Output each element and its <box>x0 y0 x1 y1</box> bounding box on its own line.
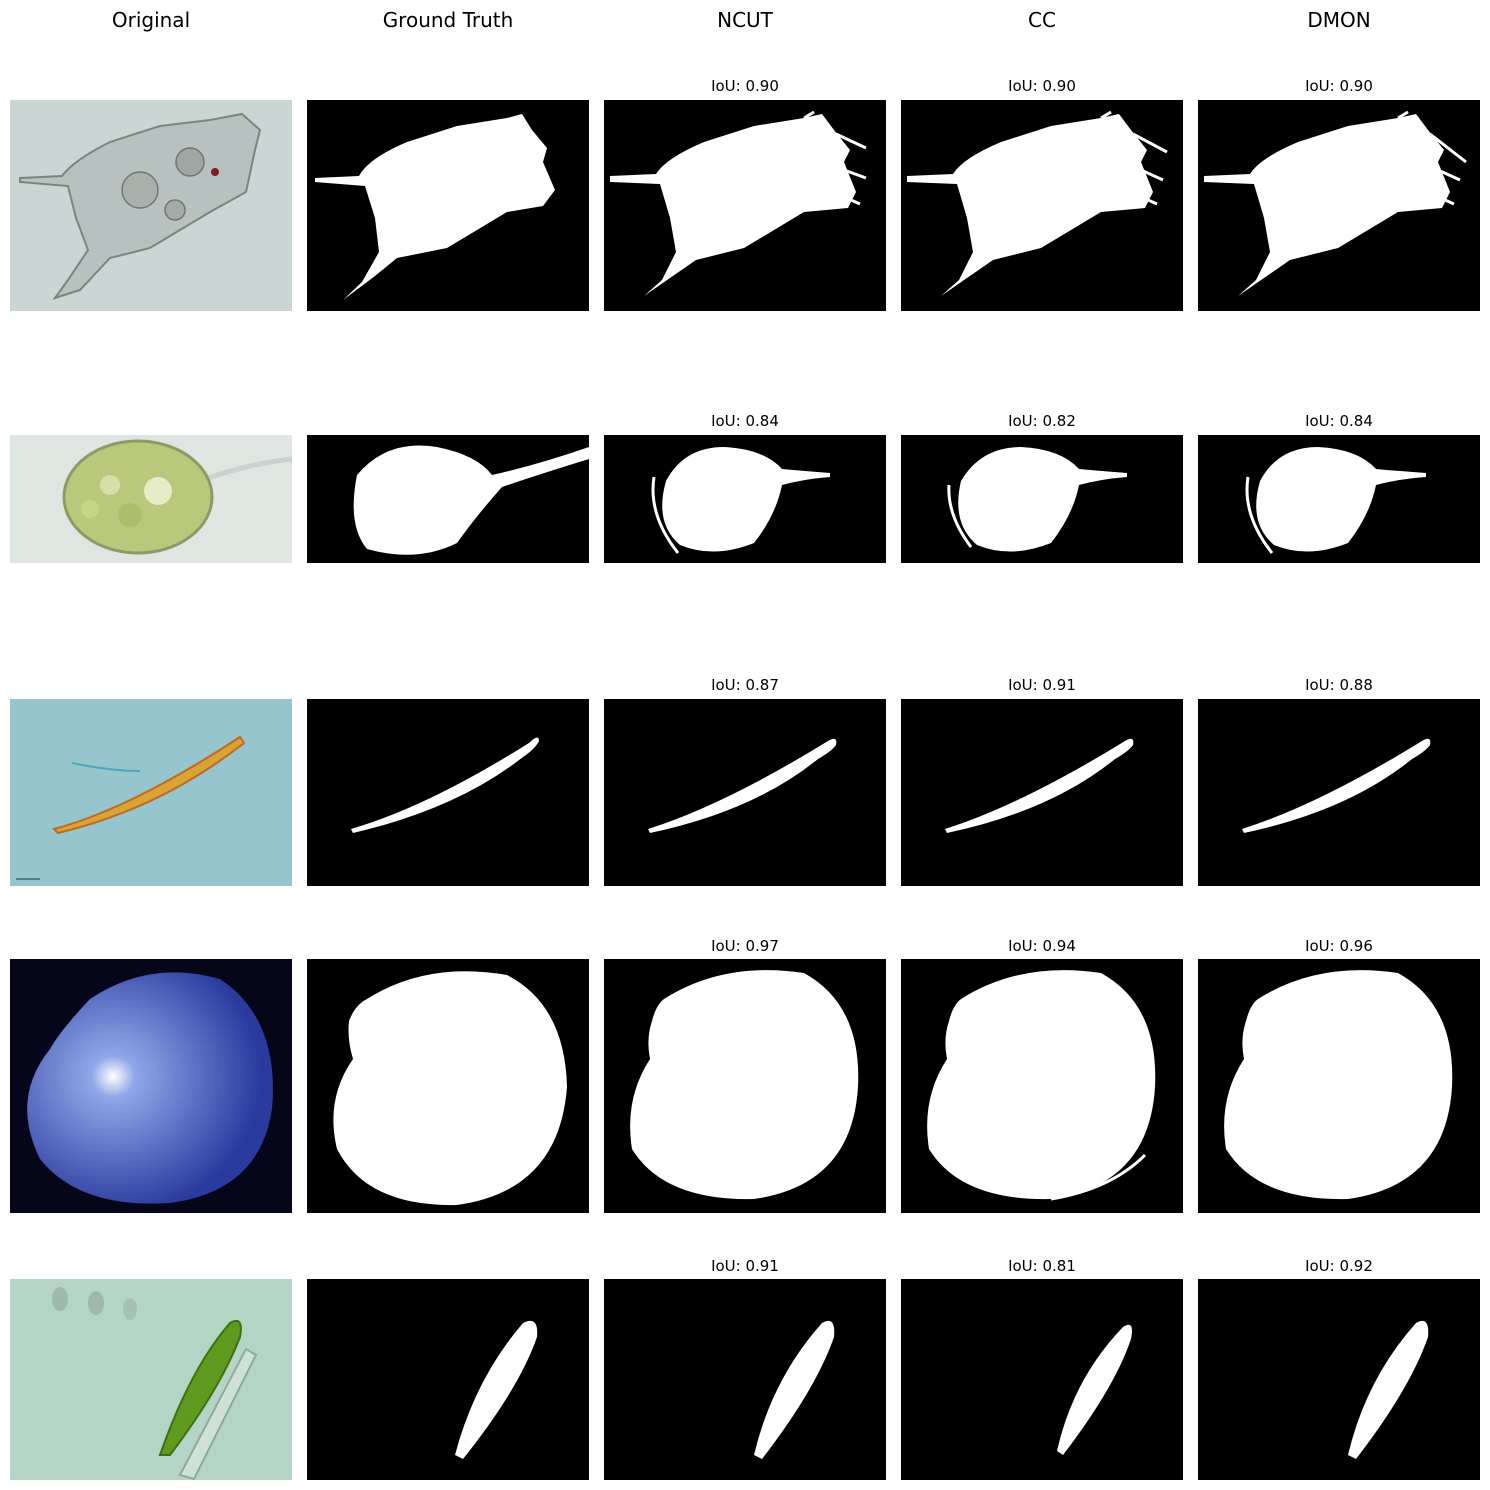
iou-label-row5-ncut: IoU: 0.91 <box>711 1257 779 1275</box>
cc-mask-row4 <box>901 959 1183 1213</box>
ground-truth-mask-row1 <box>307 100 589 311</box>
cc-mask-row2 <box>901 435 1183 563</box>
col-header-cc: CC <box>1028 8 1056 32</box>
cc-mask-row1 <box>901 100 1183 311</box>
ncut-mask-row3 <box>604 699 886 886</box>
dmon-mask-row2 <box>1198 435 1480 563</box>
iou-label-row4-cc: IoU: 0.94 <box>1008 937 1076 955</box>
dmon-mask-row5 <box>1198 1279 1480 1480</box>
original-image-row4 <box>10 959 292 1213</box>
dmon-mask-row1 <box>1198 100 1480 311</box>
ncut-mask-row4 <box>604 959 886 1213</box>
original-image-row1 <box>10 100 292 311</box>
ncut-mask-row1 <box>604 100 886 311</box>
iou-label-row1-cc: IoU: 0.90 <box>1008 77 1076 95</box>
ground-truth-mask-row4 <box>307 959 589 1213</box>
iou-label-row4-ncut: IoU: 0.97 <box>711 937 779 955</box>
ncut-mask-row5 <box>604 1279 886 1480</box>
iou-label-row3-cc: IoU: 0.91 <box>1008 676 1076 694</box>
iou-label-row4-dmon: IoU: 0.96 <box>1305 937 1373 955</box>
iou-label-row2-cc: IoU: 0.82 <box>1008 412 1076 430</box>
ground-truth-mask-row5 <box>307 1279 589 1480</box>
ground-truth-mask-row2 <box>307 435 589 563</box>
cc-mask-row5 <box>901 1279 1183 1480</box>
original-image-row5 <box>10 1279 292 1480</box>
ground-truth-mask-row3 <box>307 699 589 886</box>
col-header-ncut: NCUT <box>717 8 773 32</box>
cc-mask-row3 <box>901 699 1183 886</box>
iou-label-row3-ncut: IoU: 0.87 <box>711 676 779 694</box>
iou-label-row2-dmon: IoU: 0.84 <box>1305 412 1373 430</box>
iou-label-row5-dmon: IoU: 0.92 <box>1305 1257 1373 1275</box>
iou-label-row1-dmon: IoU: 0.90 <box>1305 77 1373 95</box>
original-image-row3 <box>10 699 292 886</box>
iou-label-row2-ncut: IoU: 0.84 <box>711 412 779 430</box>
iou-label-row1-ncut: IoU: 0.90 <box>711 77 779 95</box>
iou-label-row5-cc: IoU: 0.81 <box>1008 1257 1076 1275</box>
col-header-original: Original <box>111 8 191 32</box>
ncut-mask-row2 <box>604 435 886 563</box>
original-image-row2 <box>10 435 292 563</box>
col-header-ground-truth: Ground Truth <box>382 8 514 32</box>
iou-label-row3-dmon: IoU: 0.88 <box>1305 676 1373 694</box>
dmon-mask-row3 <box>1198 699 1480 886</box>
dmon-mask-row4 <box>1198 959 1480 1213</box>
col-header-dmon: DMON <box>1307 8 1371 32</box>
